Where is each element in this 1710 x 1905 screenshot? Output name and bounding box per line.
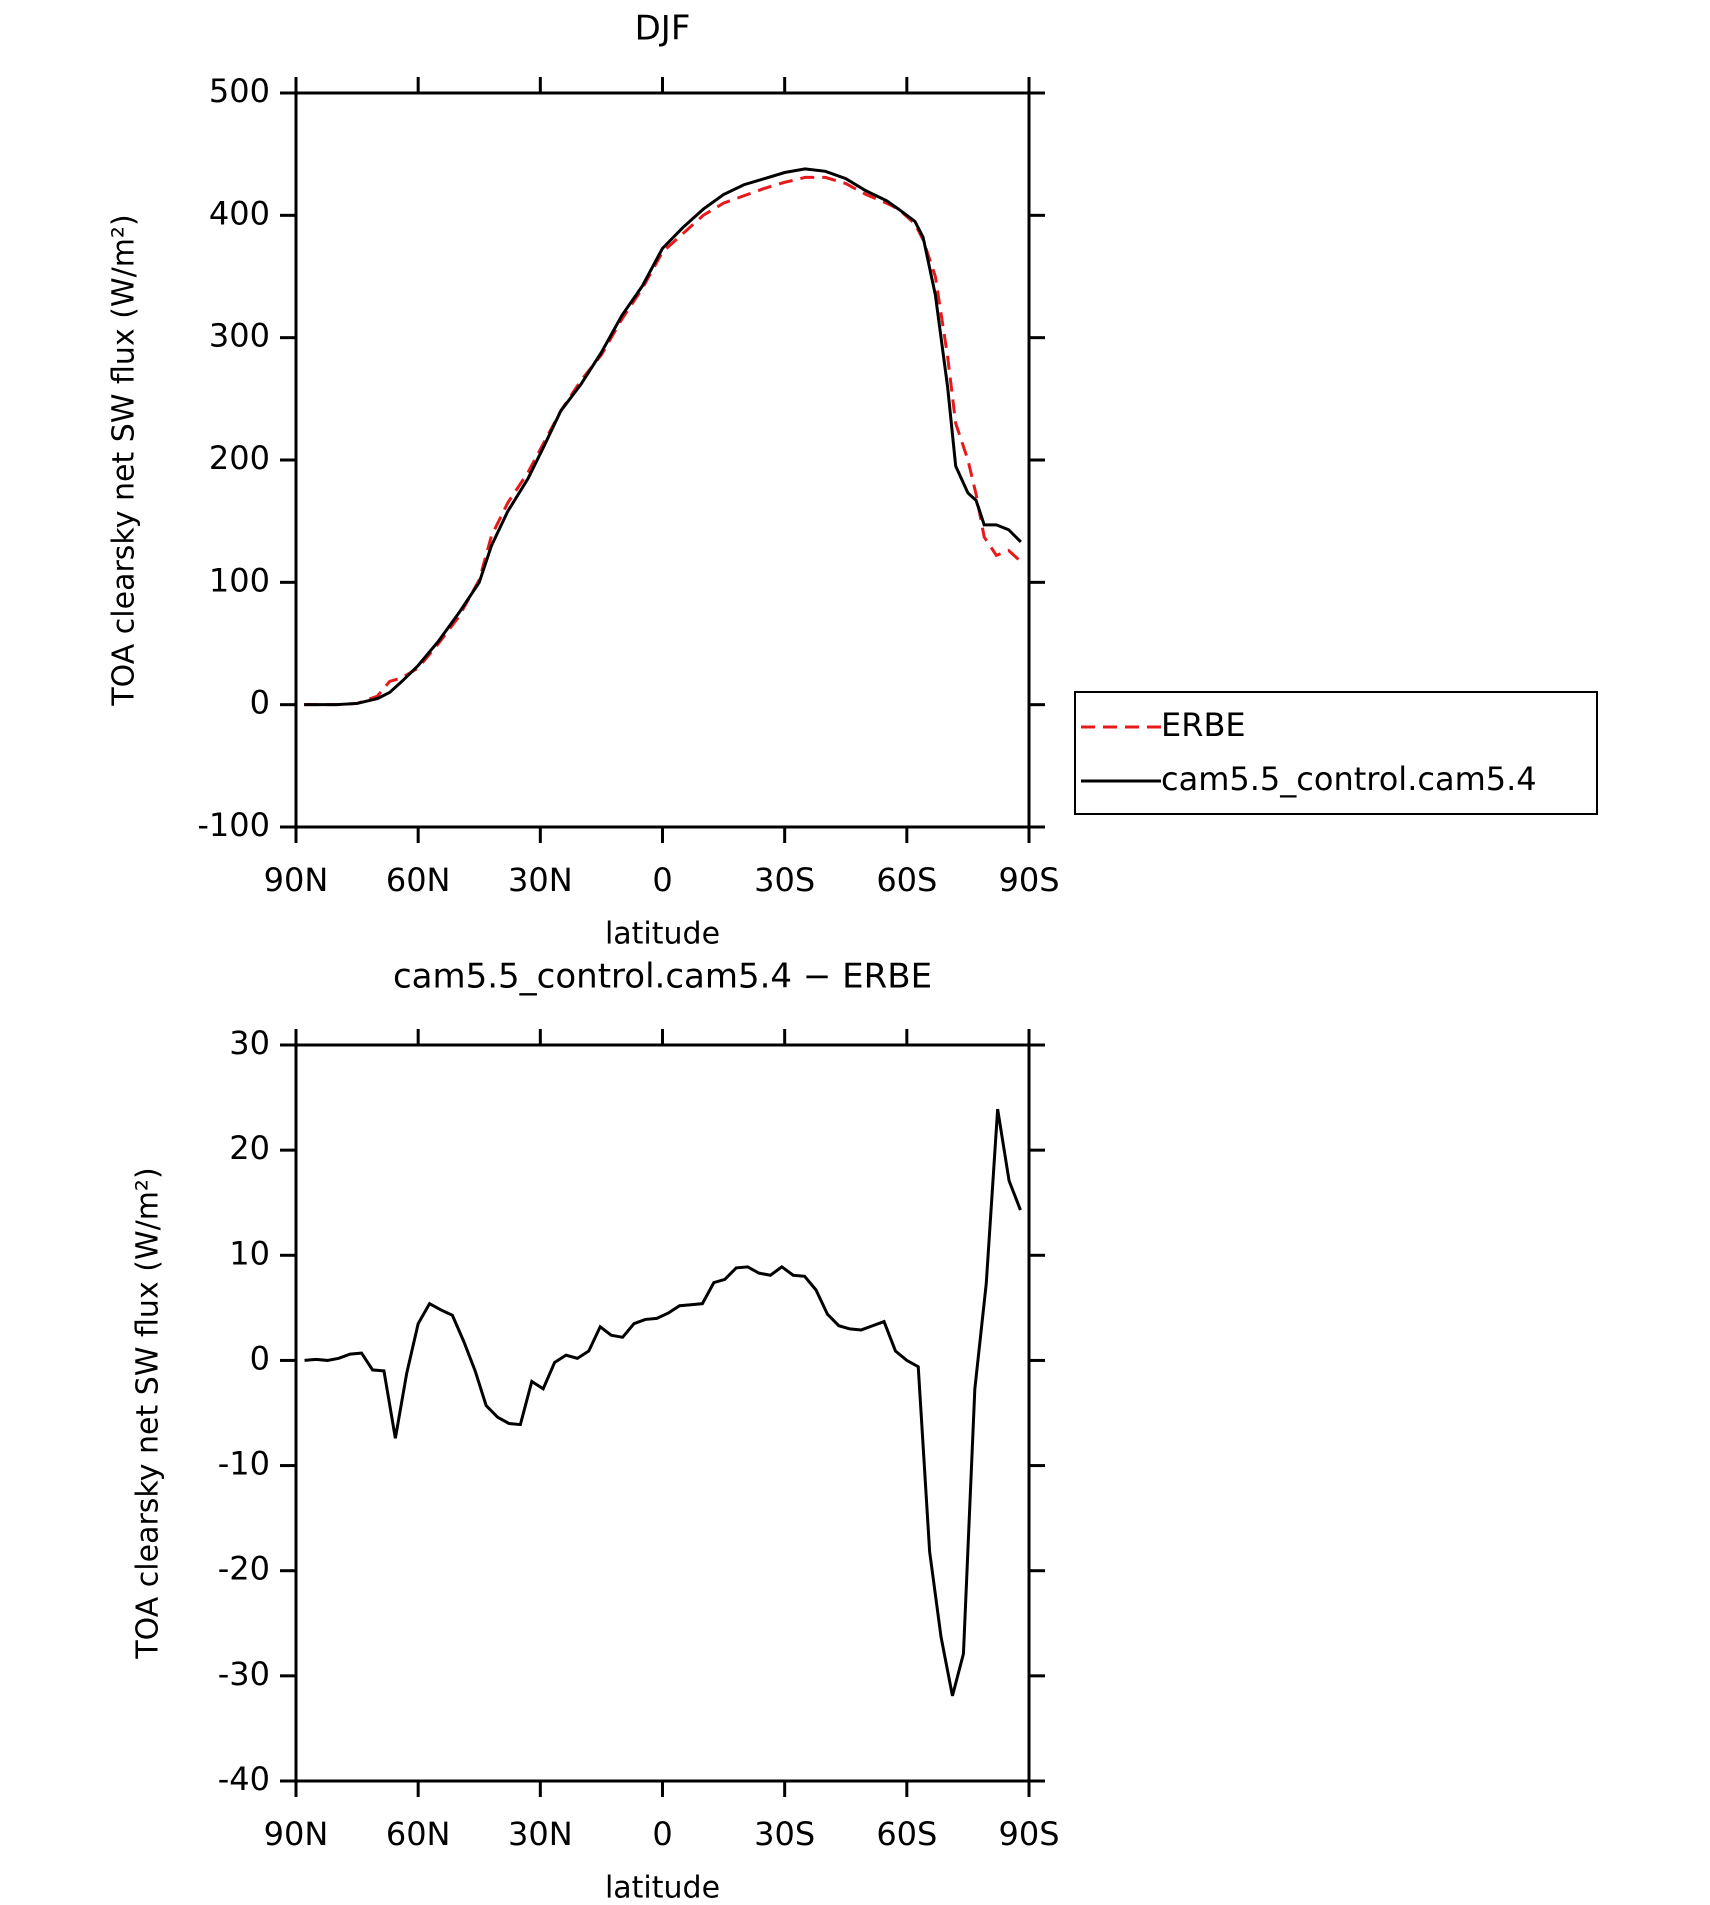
y-tick-label: 30 (229, 1024, 270, 1062)
y-tick-label: 400 (209, 194, 270, 232)
x-tick-label: 90S (998, 861, 1059, 899)
x-tick-label: 30S (754, 861, 815, 899)
x-axis-label: latitude (605, 917, 720, 952)
y-axis-label: TOA clearsky net SW flux (W/m²) (131, 1167, 166, 1659)
x-axis-label: latitude (605, 1871, 720, 1905)
y-tick-label: 100 (209, 561, 270, 599)
x-tick-label: 60N (386, 1815, 451, 1853)
x-tick-label: 60S (876, 1815, 937, 1853)
x-tick-label: 0 (652, 1815, 672, 1853)
y-tick-label: -40 (218, 1760, 270, 1798)
data-line (304, 1108, 1022, 1697)
y-tick-label: 10 (229, 1234, 270, 1272)
y-tick-label: -100 (197, 806, 270, 844)
y-tick-label: 0 (250, 684, 270, 722)
plot-frame (294, 1043, 1031, 1783)
x-tick-label: 30N (508, 1815, 573, 1853)
y-tick-label: -30 (218, 1655, 270, 1693)
chart-title: cam5.5_control.cam5.4 − ERBE (393, 957, 932, 997)
x-tick-label: 90N (264, 861, 329, 899)
x-tick-label: 0 (652, 861, 672, 899)
legend-label: cam5.5_control.cam5.4 (1161, 760, 1537, 798)
x-tick-label: 60S (876, 861, 937, 899)
x-tick-label: 90N (264, 1815, 329, 1853)
y-tick-label: 200 (209, 439, 270, 477)
legend-label: ERBE (1161, 706, 1246, 744)
data-line (304, 167, 1022, 707)
y-tick-label: 20 (229, 1129, 270, 1167)
y-tick-label: -20 (218, 1550, 270, 1588)
y-axis-label: TOA clearsky net SW flux (W/m²) (107, 214, 142, 706)
x-tick-label: 60N (386, 861, 451, 899)
x-tick-label: 30N (508, 861, 573, 899)
y-tick-label: 500 (209, 72, 270, 110)
data-line (304, 175, 1022, 707)
legend-box (1074, 691, 1598, 815)
x-tick-label: 30S (754, 1815, 815, 1853)
y-tick-label: 300 (209, 317, 270, 355)
plot-frame (294, 91, 1031, 829)
chart-title: DJF (635, 9, 691, 49)
y-tick-label: 0 (250, 1339, 270, 1377)
y-tick-label: -10 (218, 1445, 270, 1483)
x-tick-label: 90S (998, 1815, 1059, 1853)
